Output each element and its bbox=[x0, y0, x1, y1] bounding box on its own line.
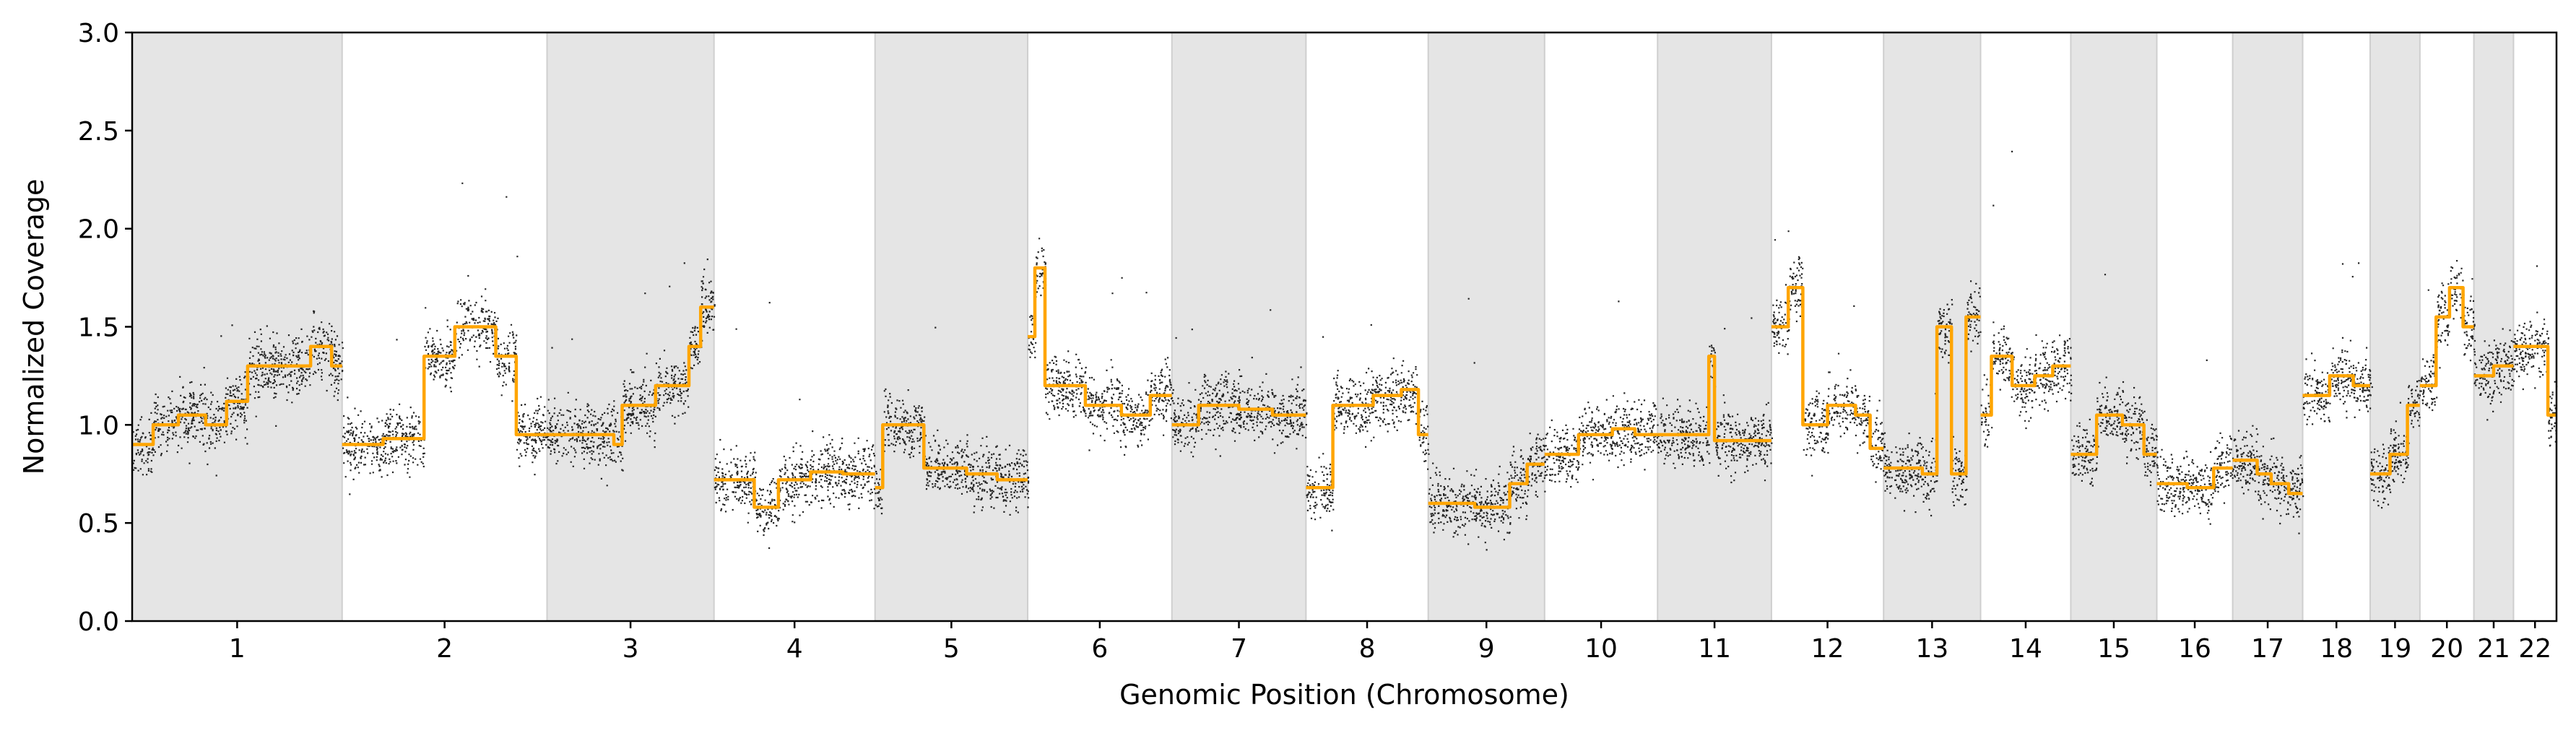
y-tick-label: 0.0 bbox=[78, 607, 119, 637]
segment-line-chr8 bbox=[1306, 388, 1428, 490]
segment-line-chr17 bbox=[2232, 458, 2303, 495]
x-tick-label-chr11: 11 bbox=[1698, 634, 1731, 664]
x-tick-label-chr22: 22 bbox=[2518, 634, 2551, 664]
x-tick-label-chr12: 12 bbox=[1811, 634, 1844, 664]
chromosome-shade-21 bbox=[2473, 32, 2514, 621]
segment-line-chr18 bbox=[2302, 374, 2370, 397]
x-tick-label-chr17: 17 bbox=[2251, 634, 2284, 664]
x-tick-label-chr10: 10 bbox=[1584, 634, 1618, 664]
y-tick-label: 2.0 bbox=[78, 215, 119, 245]
x-tick-label-chr7: 7 bbox=[1231, 634, 1247, 664]
segment-line-chr3 bbox=[547, 305, 714, 446]
segment-line-chr14 bbox=[1980, 355, 2071, 417]
chromosome-shade-1 bbox=[132, 32, 342, 621]
x-tick-label-chr1: 1 bbox=[229, 634, 246, 664]
y-axis: 0.0 0.5 1.0 1.5 2.0 2.5 3.0 bbox=[78, 19, 132, 637]
x-tick-label-chr18: 18 bbox=[2320, 634, 2353, 664]
y-tick-label: 0.5 bbox=[78, 509, 119, 539]
segment-line-chr19 bbox=[2369, 403, 2420, 476]
x-tick-label-chr2: 2 bbox=[436, 634, 453, 664]
segment-line-chr7 bbox=[1171, 403, 1306, 427]
y-tick-label: 3.0 bbox=[78, 19, 119, 48]
segment-line-chr6 bbox=[1028, 266, 1172, 417]
x-tick-label-chr16: 16 bbox=[2178, 634, 2211, 664]
y-tick-label: 2.5 bbox=[78, 117, 119, 147]
x-axis: 1 2 3 4 5 6 7 8 9 10 11 12 13 14 15 16 17 18 19 20 21 22 bbox=[229, 621, 2551, 664]
segment-line-chr16 bbox=[2156, 466, 2233, 490]
segment-line-chr9 bbox=[1428, 462, 1545, 509]
segment-line-chr15 bbox=[2070, 413, 2157, 456]
x-tick-label-chr9: 9 bbox=[1478, 634, 1495, 664]
chromosome-shading bbox=[131, 32, 2515, 621]
chromosome-shade-17 bbox=[2232, 32, 2303, 621]
x-tick-label-chr14: 14 bbox=[2009, 634, 2042, 664]
y-tick-label: 1.0 bbox=[78, 411, 119, 441]
segment-line-chr10 bbox=[1544, 427, 1658, 456]
segment-line-chr4 bbox=[714, 470, 875, 509]
x-tick-label-chr8: 8 bbox=[1359, 634, 1376, 664]
chromosome-shade-15 bbox=[2070, 32, 2157, 621]
x-tick-label-chr13: 13 bbox=[1915, 634, 1948, 664]
chromosome-shade-7 bbox=[1171, 32, 1306, 621]
chromosome-shade-19 bbox=[2369, 32, 2420, 621]
y-tick-label: 1.5 bbox=[78, 313, 119, 343]
segment-line-chr11 bbox=[1657, 355, 1771, 443]
chromosome-shade-3 bbox=[547, 32, 714, 621]
segment-line-chr22 bbox=[2513, 344, 2557, 417]
x-tick-label-chr5: 5 bbox=[943, 634, 960, 664]
segment-line-chr20 bbox=[2419, 285, 2474, 388]
chromosome-shade-5 bbox=[875, 32, 1028, 621]
segment-line-chr12 bbox=[1771, 285, 1884, 451]
segment-line-chr1 bbox=[132, 344, 342, 446]
segment-line-chr2 bbox=[342, 325, 547, 446]
chromosome-shade-9 bbox=[1428, 32, 1545, 621]
x-tick-label-chr19: 19 bbox=[2378, 634, 2411, 664]
x-tick-label-chr21: 21 bbox=[2477, 634, 2510, 664]
x-tick-label-chr4: 4 bbox=[786, 634, 803, 664]
x-tick-label-chr15: 15 bbox=[2097, 634, 2130, 664]
segment-line-chr21 bbox=[2473, 364, 2514, 378]
segment-line-group bbox=[132, 266, 2557, 509]
x-tick-label-chr3: 3 bbox=[623, 634, 639, 664]
y-axis-label: Normalized Coverage bbox=[18, 179, 50, 475]
chromosome-shade-13 bbox=[1883, 32, 1981, 621]
x-tick-label-chr20: 20 bbox=[2430, 634, 2463, 664]
segment-line-chr5 bbox=[875, 423, 1028, 490]
segment-line-chr13 bbox=[1883, 315, 1981, 476]
chromosome-shade-11 bbox=[1657, 32, 1771, 621]
x-axis-label: Genomic Position (Chromosome) bbox=[1119, 679, 1569, 711]
x-tick-label-chr6: 6 bbox=[1091, 634, 1108, 664]
